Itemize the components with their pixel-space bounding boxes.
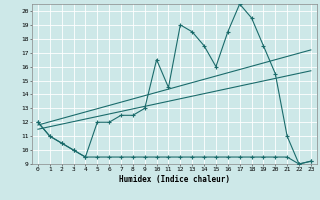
X-axis label: Humidex (Indice chaleur): Humidex (Indice chaleur) xyxy=(119,175,230,184)
